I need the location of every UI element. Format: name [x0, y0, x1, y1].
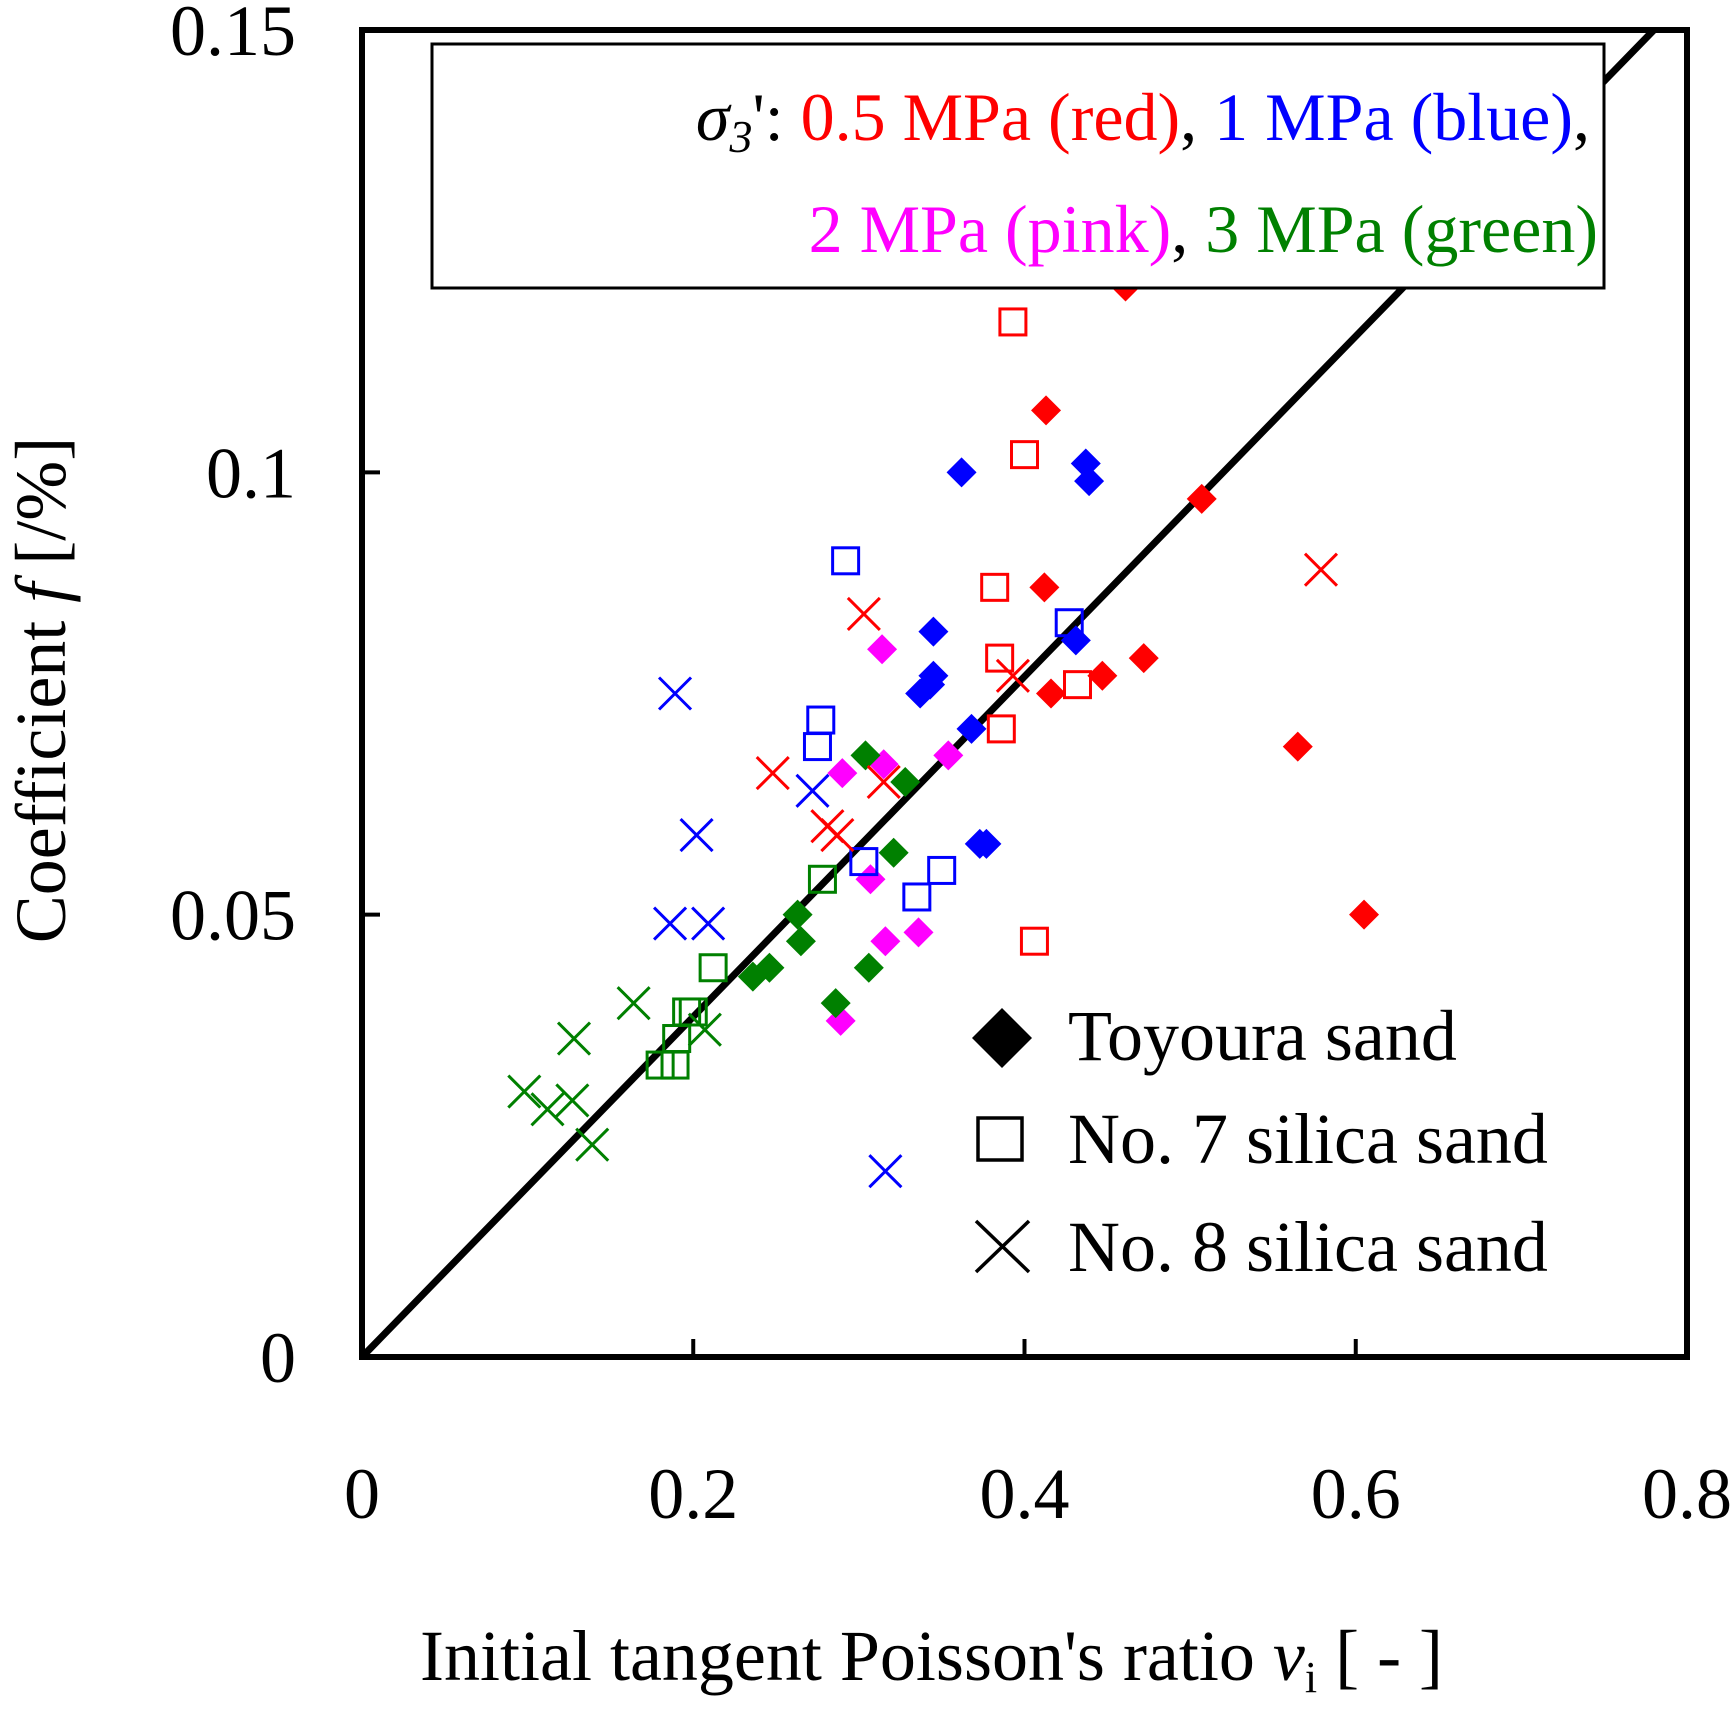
pressure-legend: σ3': 0.5 MPa (red), 1 MPa (blue), 2 MPa …	[430, 42, 1606, 290]
data-point-diamond	[918, 616, 949, 647]
legend-comma-1: ,	[1180, 79, 1197, 155]
sigma-symbol: σ	[696, 79, 732, 155]
pressure-legend-box	[430, 42, 1606, 290]
x-tick-label: 0.4	[980, 1454, 1070, 1534]
data-point-diamond	[1074, 466, 1105, 497]
data-point-square	[985, 643, 1015, 673]
axis-ticks	[362, 470, 1358, 1357]
sigma-suffix: ':	[752, 79, 783, 155]
data-point-diamond	[1128, 643, 1159, 674]
legend-green-label: 3 MPa (green)	[1205, 191, 1598, 267]
data-point-square	[1019, 926, 1049, 956]
data-point-cross	[846, 596, 881, 631]
data-point-diamond	[737, 961, 768, 992]
data-point-diamond	[785, 926, 816, 957]
sigma-subscript: 3	[728, 111, 752, 162]
x-tick-label: 0	[344, 1454, 380, 1534]
legend-diamond-marker	[972, 1008, 1032, 1068]
data-point-diamond	[903, 917, 934, 948]
legend-pink-label: 2 MPa (pink)	[809, 191, 1172, 267]
legend-cross-marker	[974, 1219, 1031, 1274]
data-point-diamond	[827, 758, 858, 789]
data-point-diamond	[870, 926, 901, 957]
data-point-cross	[868, 1154, 903, 1189]
data-point-diamond	[1087, 660, 1118, 691]
y-tick-labels: 0 0.05 0.1 0.15	[170, 0, 296, 1398]
legend-red-label: 0.5 MPa (red)	[801, 79, 1181, 155]
legend-square-marker	[976, 1116, 1024, 1162]
data-point-diamond	[956, 713, 987, 744]
data-point-square	[927, 855, 957, 885]
data-point-diamond	[890, 766, 921, 797]
data-point-cross	[555, 1083, 590, 1118]
data-point-diamond	[1029, 572, 1060, 603]
data-point-diamond	[850, 740, 881, 771]
y-tick-label: 0.15	[170, 0, 296, 71]
legend-no7-label: No. 7 silica sand	[1068, 1099, 1548, 1179]
marker-legend: Toyoura sand No. 7 silica sand No. 8 sil…	[972, 996, 1548, 1287]
data-point-cross	[995, 658, 1030, 693]
data-point-cross	[556, 1021, 592, 1056]
data-point-cross	[691, 906, 726, 941]
x-tick-label: 0.8	[1642, 1454, 1732, 1534]
data-point-square	[1054, 608, 1084, 638]
data-point-diamond	[1031, 395, 1062, 426]
x-tick-label: 0.6	[1311, 1454, 1401, 1534]
data-point-square	[998, 307, 1028, 337]
legend-toyoura-label: Toyoura sand	[1068, 996, 1457, 1076]
data-point-square	[645, 1050, 675, 1080]
data-point-square	[849, 847, 879, 877]
data-point-diamond	[878, 837, 909, 868]
pressure-legend-line2: 2 MPa (pink), 3 MPa (green)	[809, 191, 1598, 267]
data-point-diamond	[853, 952, 884, 983]
data-point-cross	[616, 986, 651, 1021]
data-point-diamond	[1186, 483, 1217, 514]
data-point-cross	[575, 1127, 610, 1162]
data-point-diamond	[1282, 731, 1313, 762]
data-point-cross	[653, 906, 688, 941]
data-point-square	[980, 572, 1010, 602]
data-point-diamond	[782, 899, 813, 930]
x-tick-label: 0.2	[648, 1454, 738, 1534]
data-point-diamond	[1349, 899, 1380, 930]
x-axis-title: Initial tangent Poisson's ratio νi [ - ]	[420, 1616, 1443, 1702]
data-point-square	[1010, 440, 1039, 470]
data-point-diamond	[867, 634, 898, 665]
data-point-cross	[795, 773, 830, 808]
legend-comma-2: ,	[1573, 79, 1590, 155]
data-point-cross	[866, 764, 901, 800]
data-point-square	[807, 864, 837, 894]
data-point-square	[698, 953, 728, 983]
data-point-diamond	[946, 457, 977, 488]
data-point-square	[1063, 670, 1092, 700]
y-axis-title: Coefficient f [/%]	[1, 437, 81, 944]
legend-blue-label: 1 MPa (blue)	[1214, 79, 1573, 155]
data-point-cross	[1303, 552, 1339, 587]
data-point-cross	[687, 1012, 722, 1047]
pressure-legend-line1: σ3': 0.5 MPa (red), 1 MPa (blue),	[696, 79, 1590, 162]
legend-comma-3: ,	[1171, 191, 1188, 267]
data-point-cross	[657, 676, 693, 711]
data-point-cross	[507, 1074, 542, 1109]
data-point-cross	[755, 756, 790, 791]
data-point-diamond	[971, 828, 1002, 859]
data-point-diamond	[933, 740, 964, 771]
data-point-square	[831, 546, 861, 576]
data-point-diamond	[915, 669, 946, 700]
data-point-cross	[679, 817, 714, 853]
legend-no8-label: No. 8 silica sand	[1068, 1207, 1548, 1287]
x-tick-labels: 0 0.2 0.4 0.6 0.8	[344, 1454, 1732, 1534]
data-point-cross	[820, 817, 855, 853]
data-point-square	[802, 732, 832, 762]
data-point-square	[660, 1050, 690, 1080]
data-point-square	[986, 714, 1016, 744]
y-tick-label: 0.1	[206, 433, 296, 513]
y-tick-label: 0.05	[170, 876, 296, 956]
data-point-cross	[530, 1092, 565, 1127]
data-point-diamond	[820, 988, 851, 1019]
data-point-square	[902, 882, 932, 912]
data-point-diamond	[1036, 678, 1066, 709]
y-tick-label: 0	[260, 1318, 296, 1398]
